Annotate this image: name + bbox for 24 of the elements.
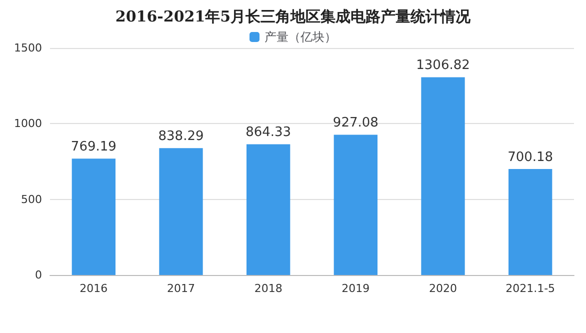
bar <box>72 158 116 275</box>
y-tick-label: 1500 <box>14 42 42 54</box>
x-tick-label: 2017 <box>167 282 195 295</box>
y-tick-label: 0 <box>35 268 42 282</box>
data-label: 927.08 <box>332 116 378 131</box>
x-tick-label: 2020 <box>429 282 457 295</box>
x-tick-label: 2016 <box>80 282 108 295</box>
bar <box>508 169 552 275</box>
y-tick-label: 500 <box>21 192 42 206</box>
data-label: 769.19 <box>70 140 116 155</box>
legend-label: 产量（亿块） <box>264 30 336 44</box>
x-tick-label: 2021.1-5 <box>506 282 556 295</box>
bar <box>421 77 465 275</box>
data-label: 864.33 <box>246 125 292 140</box>
data-label: 1306.82 <box>416 58 470 74</box>
y-tick-label: 1000 <box>14 117 42 130</box>
x-tick-label: 2018 <box>254 282 282 295</box>
x-tick-label: 2019 <box>342 282 370 295</box>
data-label: 838.29 <box>158 129 204 144</box>
bar <box>334 134 378 275</box>
bar <box>159 148 203 275</box>
chart-title: 2016-2021年5月长三角地区集成电路产量统计情况 <box>115 8 472 26</box>
bar <box>246 144 290 275</box>
data-label: 700.18 <box>508 150 554 166</box>
